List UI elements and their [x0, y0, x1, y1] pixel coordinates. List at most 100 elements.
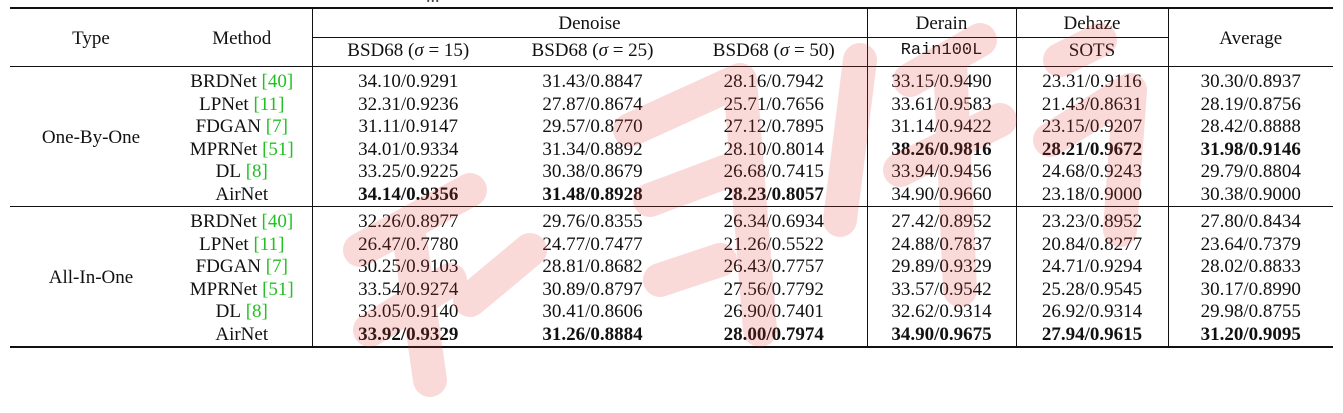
score-cell-bsd25: 29.57/0.8770	[542, 116, 643, 137]
header-derain: Derain	[866, 7, 1016, 38]
score-cell-rain: 33.94/0.9456	[866, 161, 1016, 184]
header-dehaze: Dehaze	[1015, 7, 1168, 38]
sigma-symbol: σ	[779, 40, 790, 61]
score-cell-bsd25: 30.41/0.8606	[542, 301, 643, 322]
header-denoise: Denoise	[311, 7, 867, 38]
score-cell-bsd15: 26.47/0.7780	[311, 233, 504, 256]
score-cell-bsd25: 27.87/0.8674	[542, 93, 643, 115]
score-cell-sots: 23.31/0.9116	[1015, 66, 1168, 94]
score-cell-bsd50: 25.71/0.7656	[723, 93, 824, 115]
method-name: BRDNet	[190, 71, 257, 92]
score-cell-bsd25: 28.81/0.8682	[542, 256, 643, 277]
citation-link[interactable]: [8]	[245, 161, 268, 182]
citation-link[interactable]: [7]	[265, 256, 288, 277]
method-name: AirNet	[215, 323, 269, 345]
method-cell: AirNet	[172, 183, 312, 207]
score-cell-avg: 23.64/0.7379	[1167, 233, 1333, 256]
score-cell-bsd50: 21.26/0.5522	[723, 233, 824, 255]
bsd15-prefix: BSD68 (	[347, 40, 415, 61]
score-cell-rain: 33.57/0.9542	[866, 278, 1016, 301]
score-cell-avg: 31.98/0.9146	[1167, 138, 1333, 161]
score-cell-sots: 21.43/0.8631	[1015, 93, 1168, 116]
method-cell: MPRNet [51]	[172, 279, 312, 302]
method-cell: LPNet [11]	[172, 234, 312, 257]
results-body: One-By-One BRDNet [40] 34.10/0.9291 31.43/0…	[10, 66, 1333, 348]
bsd50-suffix: = 50)	[789, 40, 835, 61]
method-name: BRDNet	[190, 211, 257, 232]
score-cell-bsd50: 27.12/0.7895	[723, 116, 824, 137]
citation-link[interactable]: [11]	[253, 93, 285, 115]
method-cell: LPNet [11]	[172, 94, 312, 117]
citation-link[interactable]: [7]	[265, 116, 288, 137]
score-cell-rain: 32.62/0.9314	[866, 301, 1016, 324]
score-cell-rain: 33.61/0.9583	[866, 93, 1016, 116]
score-cell-rain: 27.42/0.8952	[866, 206, 1016, 234]
score-cell-sots: 27.94/0.9615	[1015, 323, 1168, 348]
bsd25-suffix: = 25)	[607, 40, 654, 61]
table-row: AirNet 34.14/0.9356 31.48/0.8928 28.23/0.80…	[10, 183, 1333, 207]
score-cell-avg: 29.79/0.8804	[1167, 161, 1333, 184]
score-cell-rain: 34.90/0.9675	[866, 323, 1016, 348]
header-rain100l: Rain100L	[866, 37, 1016, 67]
table-row: FDGAN [7] 30.25/0.9103 28.81/0.8682 26.43/0…	[10, 256, 1333, 279]
method-cell: AirNet	[172, 323, 312, 348]
method-cell: DL [8]	[172, 161, 312, 184]
method-name: MPRNet	[189, 138, 258, 160]
citation-link[interactable]: [51]	[262, 138, 294, 160]
score-cell-bsd15: 33.92/0.9329	[311, 323, 504, 348]
score-cell-rain: 34.90/0.9660	[866, 183, 1016, 207]
header-bsd68-25: BSD68 (σ = 25)	[504, 37, 681, 67]
score-cell-rain: 38.26/0.9816	[866, 138, 1016, 161]
method-name: DL	[215, 301, 241, 322]
bsd25-prefix: BSD68 (	[531, 40, 599, 61]
score-cell-bsd50: 26.43/0.7757	[723, 256, 824, 277]
header-bsd68-50: BSD68 (σ = 50)	[681, 37, 867, 67]
score-cell-bsd50: 28.00/0.7974	[681, 323, 867, 348]
score-cell-bsd15: 30.25/0.9103	[311, 256, 504, 279]
bsd50-prefix: BSD68 (	[712, 40, 780, 61]
score-cell-bsd15: 34.14/0.9356	[311, 183, 504, 207]
score-cell-bsd50: 28.10/0.8014	[723, 138, 824, 160]
score-cell-rain: 29.89/0.9329	[866, 256, 1016, 279]
method-name: LPNet	[199, 233, 249, 255]
table-row: DL [8] 33.25/0.9225 30.38/0.8679 26.68/0.74…	[10, 161, 1333, 184]
method-name: AirNet	[215, 183, 269, 205]
method-name: LPNet	[199, 93, 249, 115]
header-sots: SOTS	[1015, 37, 1168, 67]
method-cell: FDGAN [7]	[172, 116, 312, 139]
citation-link[interactable]: [51]	[262, 278, 294, 300]
header-method: Method	[172, 7, 312, 67]
method-cell: BRDNet [40]	[172, 207, 312, 234]
method-name: MPRNet	[189, 278, 258, 300]
score-cell-bsd25: 24.77/0.7477	[542, 233, 643, 255]
citation-link[interactable]: [11]	[253, 233, 285, 255]
score-cell-bsd15: 32.31/0.9236	[311, 93, 504, 116]
score-cell-bsd50: 27.56/0.7792	[723, 278, 824, 300]
score-cell-bsd15: 31.11/0.9147	[311, 116, 504, 139]
table-row: AirNet 33.92/0.9329 31.26/0.8884 28.00/0.79…	[10, 323, 1333, 348]
table-row: One-By-One BRDNet [40] 34.10/0.9291 31.43/0…	[10, 66, 1333, 207]
method-cell: BRDNet [40]	[172, 67, 312, 94]
method-name: FDGAN	[195, 116, 262, 137]
group-type-cell: All-In-One	[10, 206, 172, 348]
score-cell-rain: 33.15/0.9490	[866, 66, 1016, 94]
score-cell-bsd25: 30.38/0.8679	[542, 161, 643, 182]
score-cell-sots: 26.92/0.9314	[1015, 301, 1168, 324]
score-cell-sots: 23.23/0.8952	[1015, 206, 1168, 234]
score-cell-bsd15: 33.54/0.9274	[311, 278, 504, 301]
score-cell-bsd25: 31.34/0.8892	[542, 138, 643, 160]
score-cell-avg: 29.98/0.8755	[1167, 301, 1333, 324]
score-cell-sots: 23.18/0.9000	[1015, 183, 1168, 207]
citation-link[interactable]: [40]	[261, 71, 294, 92]
citation-link[interactable]: [40]	[261, 211, 294, 232]
sigma-symbol: σ	[598, 40, 608, 61]
score-cell-bsd25: 31.43/0.8847	[542, 71, 643, 92]
score-cell-sots: 24.71/0.9294	[1015, 256, 1168, 279]
score-cell-avg: 28.19/0.8756	[1167, 93, 1333, 116]
citation-link[interactable]: [8]	[245, 301, 268, 322]
score-cell-bsd50: 26.34/0.6934	[723, 211, 824, 232]
score-cell-avg: 31.20/0.9095	[1167, 323, 1333, 348]
score-cell-sots: 28.21/0.9672	[1015, 138, 1168, 161]
cropped-caption: ...	[6, 0, 1337, 3]
method-cell: FDGAN [7]	[172, 256, 312, 279]
